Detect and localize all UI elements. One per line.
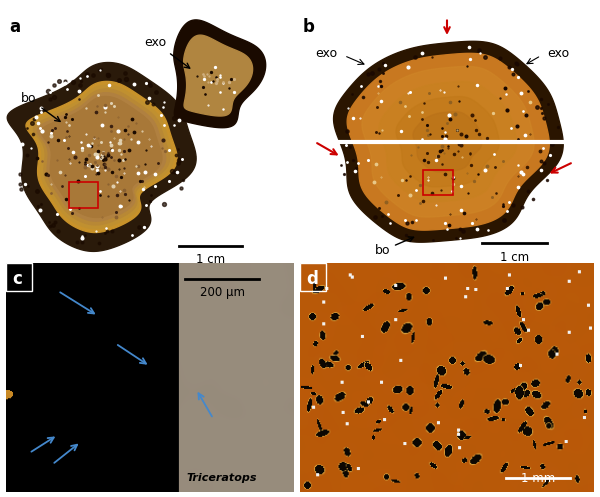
Polygon shape xyxy=(34,89,170,225)
Polygon shape xyxy=(26,82,177,233)
Bar xyxy=(300,263,326,291)
Text: c: c xyxy=(12,270,22,288)
Text: 1 mm: 1 mm xyxy=(521,472,555,485)
Text: 1 cm: 1 cm xyxy=(500,250,529,264)
Text: Triceratops: Triceratops xyxy=(187,473,257,483)
Text: 200 μm: 200 μm xyxy=(199,286,245,299)
Text: b: b xyxy=(303,17,315,36)
Bar xyxy=(70,182,98,208)
Text: exo: exo xyxy=(316,47,338,60)
Polygon shape xyxy=(41,96,162,217)
Text: bo: bo xyxy=(374,237,413,257)
Polygon shape xyxy=(379,82,517,202)
Polygon shape xyxy=(37,93,166,221)
Bar xyxy=(424,169,453,195)
Polygon shape xyxy=(184,35,253,116)
Polygon shape xyxy=(413,112,482,172)
Polygon shape xyxy=(347,53,549,230)
Polygon shape xyxy=(30,85,173,229)
Polygon shape xyxy=(334,41,563,242)
Text: exo: exo xyxy=(548,47,570,60)
Text: a: a xyxy=(9,17,20,36)
Polygon shape xyxy=(7,63,196,251)
Polygon shape xyxy=(396,96,499,187)
Polygon shape xyxy=(362,67,534,217)
Text: d: d xyxy=(306,270,318,288)
Polygon shape xyxy=(174,20,266,128)
Bar xyxy=(6,263,32,291)
Text: bo: bo xyxy=(21,92,60,121)
Text: 1 cm: 1 cm xyxy=(196,253,225,266)
Text: exo: exo xyxy=(145,36,190,68)
